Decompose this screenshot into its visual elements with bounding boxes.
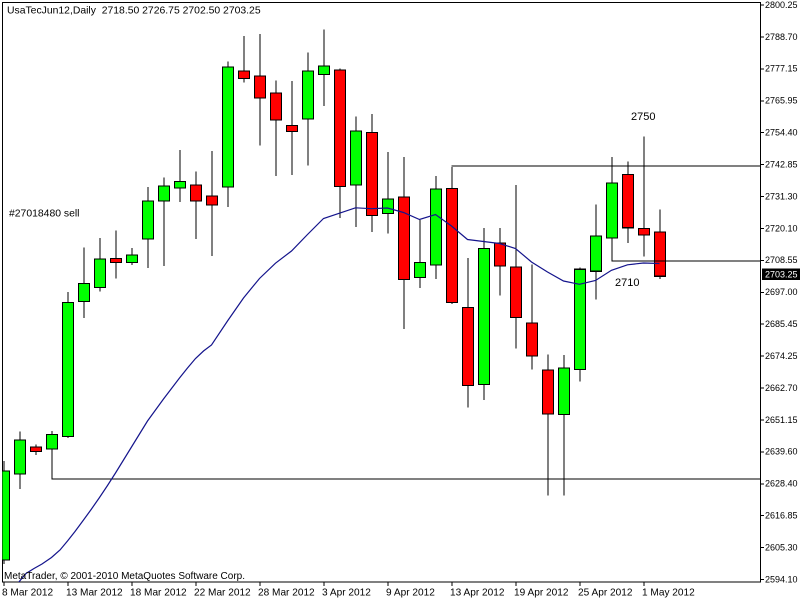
svg-text:22 Mar 2012: 22 Mar 2012 — [194, 588, 251, 599]
svg-text:2616.85: 2616.85 — [765, 511, 798, 521]
svg-text:2754.40: 2754.40 — [765, 128, 798, 138]
svg-text:2742.85: 2742.85 — [765, 159, 798, 169]
svg-text:19 Apr 2012: 19 Apr 2012 — [514, 588, 569, 599]
svg-text:2697.00: 2697.00 — [765, 287, 798, 297]
svg-text:2639.60: 2639.60 — [765, 447, 798, 457]
svg-text:2731.30: 2731.30 — [765, 191, 798, 201]
svg-text:UsaTecJun12,Daily 2718.50 272: UsaTecJun12,Daily 2718.50 2726.75 2702.5… — [7, 6, 261, 17]
svg-text:2710: 2710 — [615, 277, 639, 289]
svg-text:25 Apr 2012: 25 Apr 2012 — [578, 588, 633, 599]
svg-text:2750: 2750 — [631, 111, 655, 123]
svg-text:13 Apr 2012: 13 Apr 2012 — [450, 588, 505, 599]
svg-text:2777.15: 2777.15 — [765, 64, 798, 74]
svg-text:18 Mar 2012: 18 Mar 2012 — [130, 588, 187, 599]
svg-text:2685.45: 2685.45 — [765, 319, 798, 329]
svg-text:2708.55: 2708.55 — [765, 255, 798, 265]
svg-text:2703.25: 2703.25 — [765, 270, 798, 280]
svg-text:2594.10: 2594.10 — [765, 574, 798, 584]
svg-text:MetaTrader, © 2001-2010 MetaQu: MetaTrader, © 2001-2010 MetaQuotes Softw… — [4, 571, 245, 582]
svg-text:9 Apr 2012: 9 Apr 2012 — [386, 588, 435, 599]
svg-text:2628.40: 2628.40 — [765, 479, 798, 489]
svg-text:2720.10: 2720.10 — [765, 223, 798, 233]
svg-text:28 Mar 2012: 28 Mar 2012 — [258, 588, 315, 599]
svg-text:2800.25: 2800.25 — [765, 0, 798, 10]
svg-text:1 May 2012: 1 May 2012 — [642, 588, 695, 599]
svg-text:2605.30: 2605.30 — [765, 542, 798, 552]
svg-text:2651.15: 2651.15 — [765, 415, 798, 425]
svg-text:3 Apr 2012: 3 Apr 2012 — [322, 588, 371, 599]
svg-text:2788.70: 2788.70 — [765, 32, 798, 42]
svg-text:2674.25: 2674.25 — [765, 351, 798, 361]
svg-text:8 Mar 2012: 8 Mar 2012 — [2, 588, 53, 599]
svg-text:#27018480 sell: #27018480 sell — [9, 209, 80, 220]
svg-text:13 Mar 2012: 13 Mar 2012 — [66, 588, 123, 599]
svg-text:2765.95: 2765.95 — [765, 96, 798, 106]
svg-text:2662.70: 2662.70 — [765, 383, 798, 393]
